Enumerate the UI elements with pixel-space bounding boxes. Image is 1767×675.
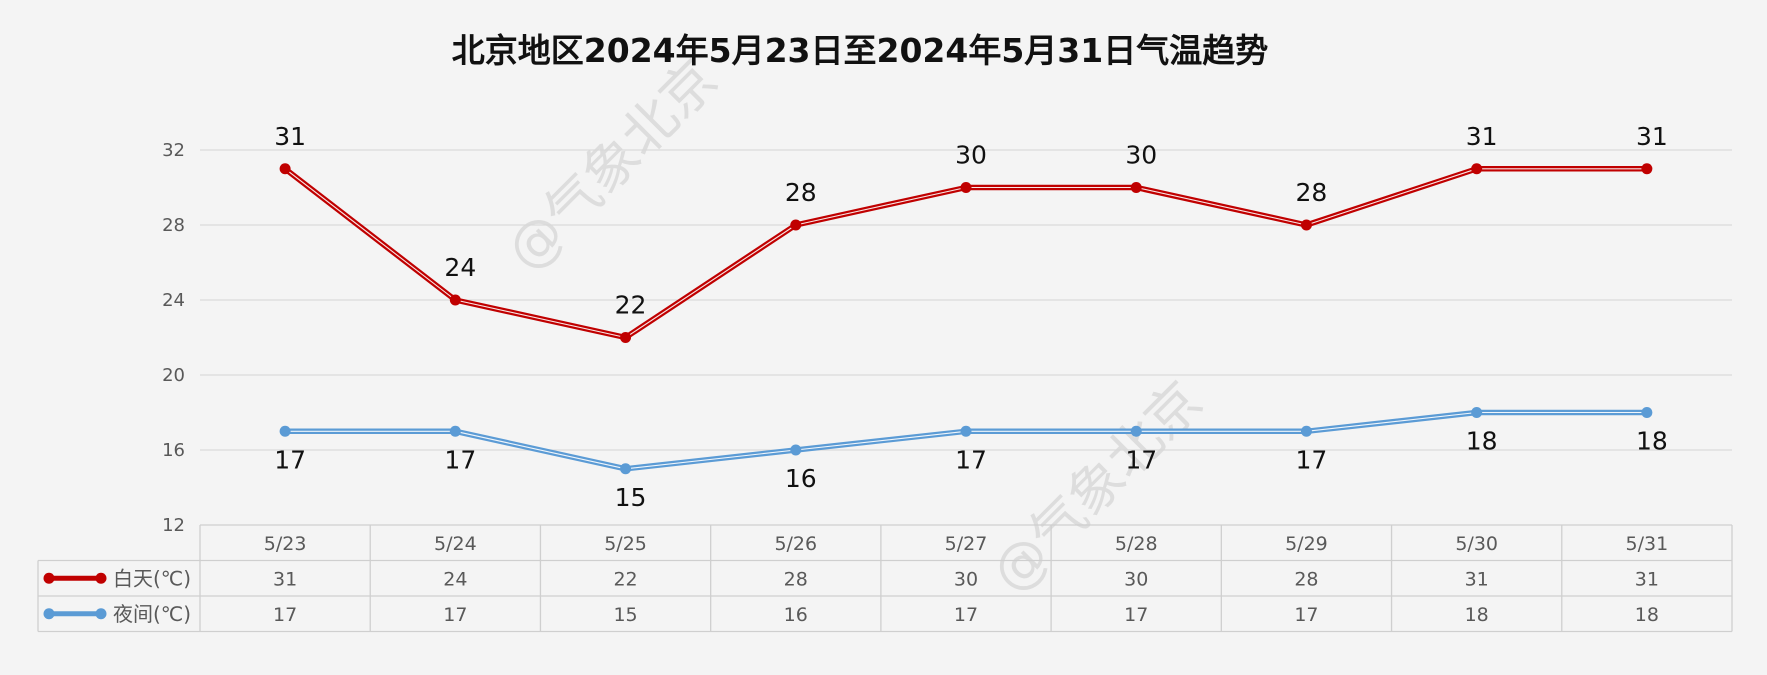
data-label: 31 [1466,122,1498,151]
data-point [790,444,802,456]
chart-title: 北京地区2024年5月23日至2024年5月31日气温趋势 [452,31,1268,70]
data-point [449,425,461,437]
series-line-1 [283,166,1647,341]
x-tick-label: 5/30 [1455,533,1498,555]
data-point [1641,407,1653,418]
y-tick-label: 28 [162,215,185,236]
data-label: 16 [785,464,817,493]
x-tick-label: 5/28 [1115,533,1158,555]
x-tick-label: 5/27 [945,533,988,555]
table-cell-value: 17 [1124,604,1148,626]
data-point [1471,407,1483,418]
watermark-1: @气象北京 [494,47,729,282]
y-tick-label: 32 [162,140,185,161]
table-cell-value: 18 [1635,604,1659,626]
data-point [620,463,632,475]
data-point [1300,425,1312,437]
data-point [790,219,802,231]
x-tick-label: 5/23 [264,533,307,555]
data-label: 17 [444,445,476,474]
table-cell-value: 31 [1465,568,1489,590]
table-cell-value: 28 [784,568,808,590]
y-tick-label: 20 [162,365,185,386]
legend-key-marker [43,572,55,584]
table-cell-value: 18 [1465,604,1489,626]
data-label: 31 [274,122,306,151]
table-cell-value: 16 [784,604,808,626]
watermark-2: @气象北京 [979,369,1214,604]
data-point [960,182,972,193]
data-label: 28 [785,178,817,207]
data-point [279,425,291,437]
x-tick-label: 5/24 [434,533,477,555]
legend-key-marker [43,608,55,620]
x-tick-label: 5/29 [1285,533,1328,555]
data-label: 17 [1125,445,1157,474]
data-label: 31 [1636,122,1668,151]
table-cell-value: 17 [954,604,978,626]
data-label: 30 [1125,141,1157,170]
legend-key-marker [95,608,107,620]
data-label: 22 [615,291,647,320]
table-cell-value: 17 [443,604,467,626]
data-label: 24 [444,253,476,282]
y-tick-label: 12 [162,515,185,536]
data-label: 17 [955,445,987,474]
data-point [449,294,461,306]
table-cell-value: 17 [1294,604,1318,626]
x-tick-label: 5/31 [1626,533,1669,555]
data-label: 17 [274,445,306,474]
data-point [279,163,291,175]
legend-label: 白天(℃) [113,566,191,590]
data-point [1130,182,1142,193]
legend-label: 夜间(℃) [113,602,191,626]
data-point [1471,163,1483,175]
table-cell-value: 30 [1124,568,1148,590]
table-cell-value: 28 [1294,568,1318,590]
data-label: 18 [1636,427,1668,456]
x-tick-label: 5/26 [774,533,817,555]
table-cell-value: 15 [613,604,637,626]
data-label: 30 [955,141,987,170]
table-cell-value: 17 [273,604,297,626]
table-cell-value: 24 [443,568,467,590]
table-cell-value: 22 [613,568,637,590]
table-cell-value: 31 [1635,568,1659,590]
y-tick-label: 16 [162,440,185,461]
data-label: 17 [1296,445,1328,474]
data-label: 18 [1466,427,1498,456]
data-label: 15 [615,483,647,512]
data-point [1130,425,1142,437]
data-point [1300,219,1312,231]
series-line-highlight-1 [284,168,1647,339]
data-point [1641,163,1653,175]
x-tick-label: 5/25 [604,533,647,555]
table-cell-value: 31 [273,568,297,590]
legend-key-marker [95,572,107,584]
data-label: 28 [1296,178,1328,207]
data-point [960,425,972,437]
table-cell-value: 30 [954,568,978,590]
data-point [620,332,632,343]
y-tick-label: 24 [162,290,185,311]
